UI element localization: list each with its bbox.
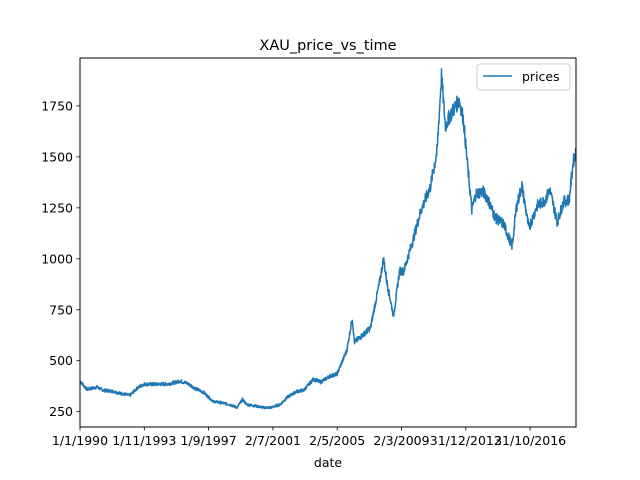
y-tick-label: 250 (49, 404, 73, 419)
legend-box (476, 63, 571, 91)
x-tick-label: 31/10/2016 (494, 433, 566, 448)
x-tick-label: 31/12/2012 (430, 433, 502, 448)
y-tick-label: 500 (49, 353, 73, 368)
axes-frame (79, 57, 577, 428)
y-tick-label: 1500 (41, 149, 73, 164)
y-tick-label: 750 (49, 302, 73, 317)
chart-title: XAU_price_vs_time (259, 38, 396, 54)
series-line-prices (79, 68, 577, 410)
legend: prices (476, 63, 571, 91)
x-tick-label: 2/3/2009 (373, 433, 429, 448)
y-tick-label: 1000 (41, 251, 73, 266)
x-tick-label: 1/1/1990 (52, 433, 108, 448)
legend-label-prices: prices (522, 69, 560, 84)
y-tick-label: 1250 (41, 200, 73, 215)
x-tick-label: 1/9/1997 (181, 433, 237, 448)
x-tick-label: 2/5/2005 (309, 433, 365, 448)
y-tick-label: 1750 (41, 98, 73, 113)
x-tick-label: 2/7/2001 (245, 433, 301, 448)
plot-area: 250 500 750 1000 1250 1500 1750 1/1/1990 1/11/19… (41, 57, 577, 448)
x-axis-label: date (314, 455, 342, 470)
x-tick-label: 1/11/1993 (112, 433, 176, 448)
